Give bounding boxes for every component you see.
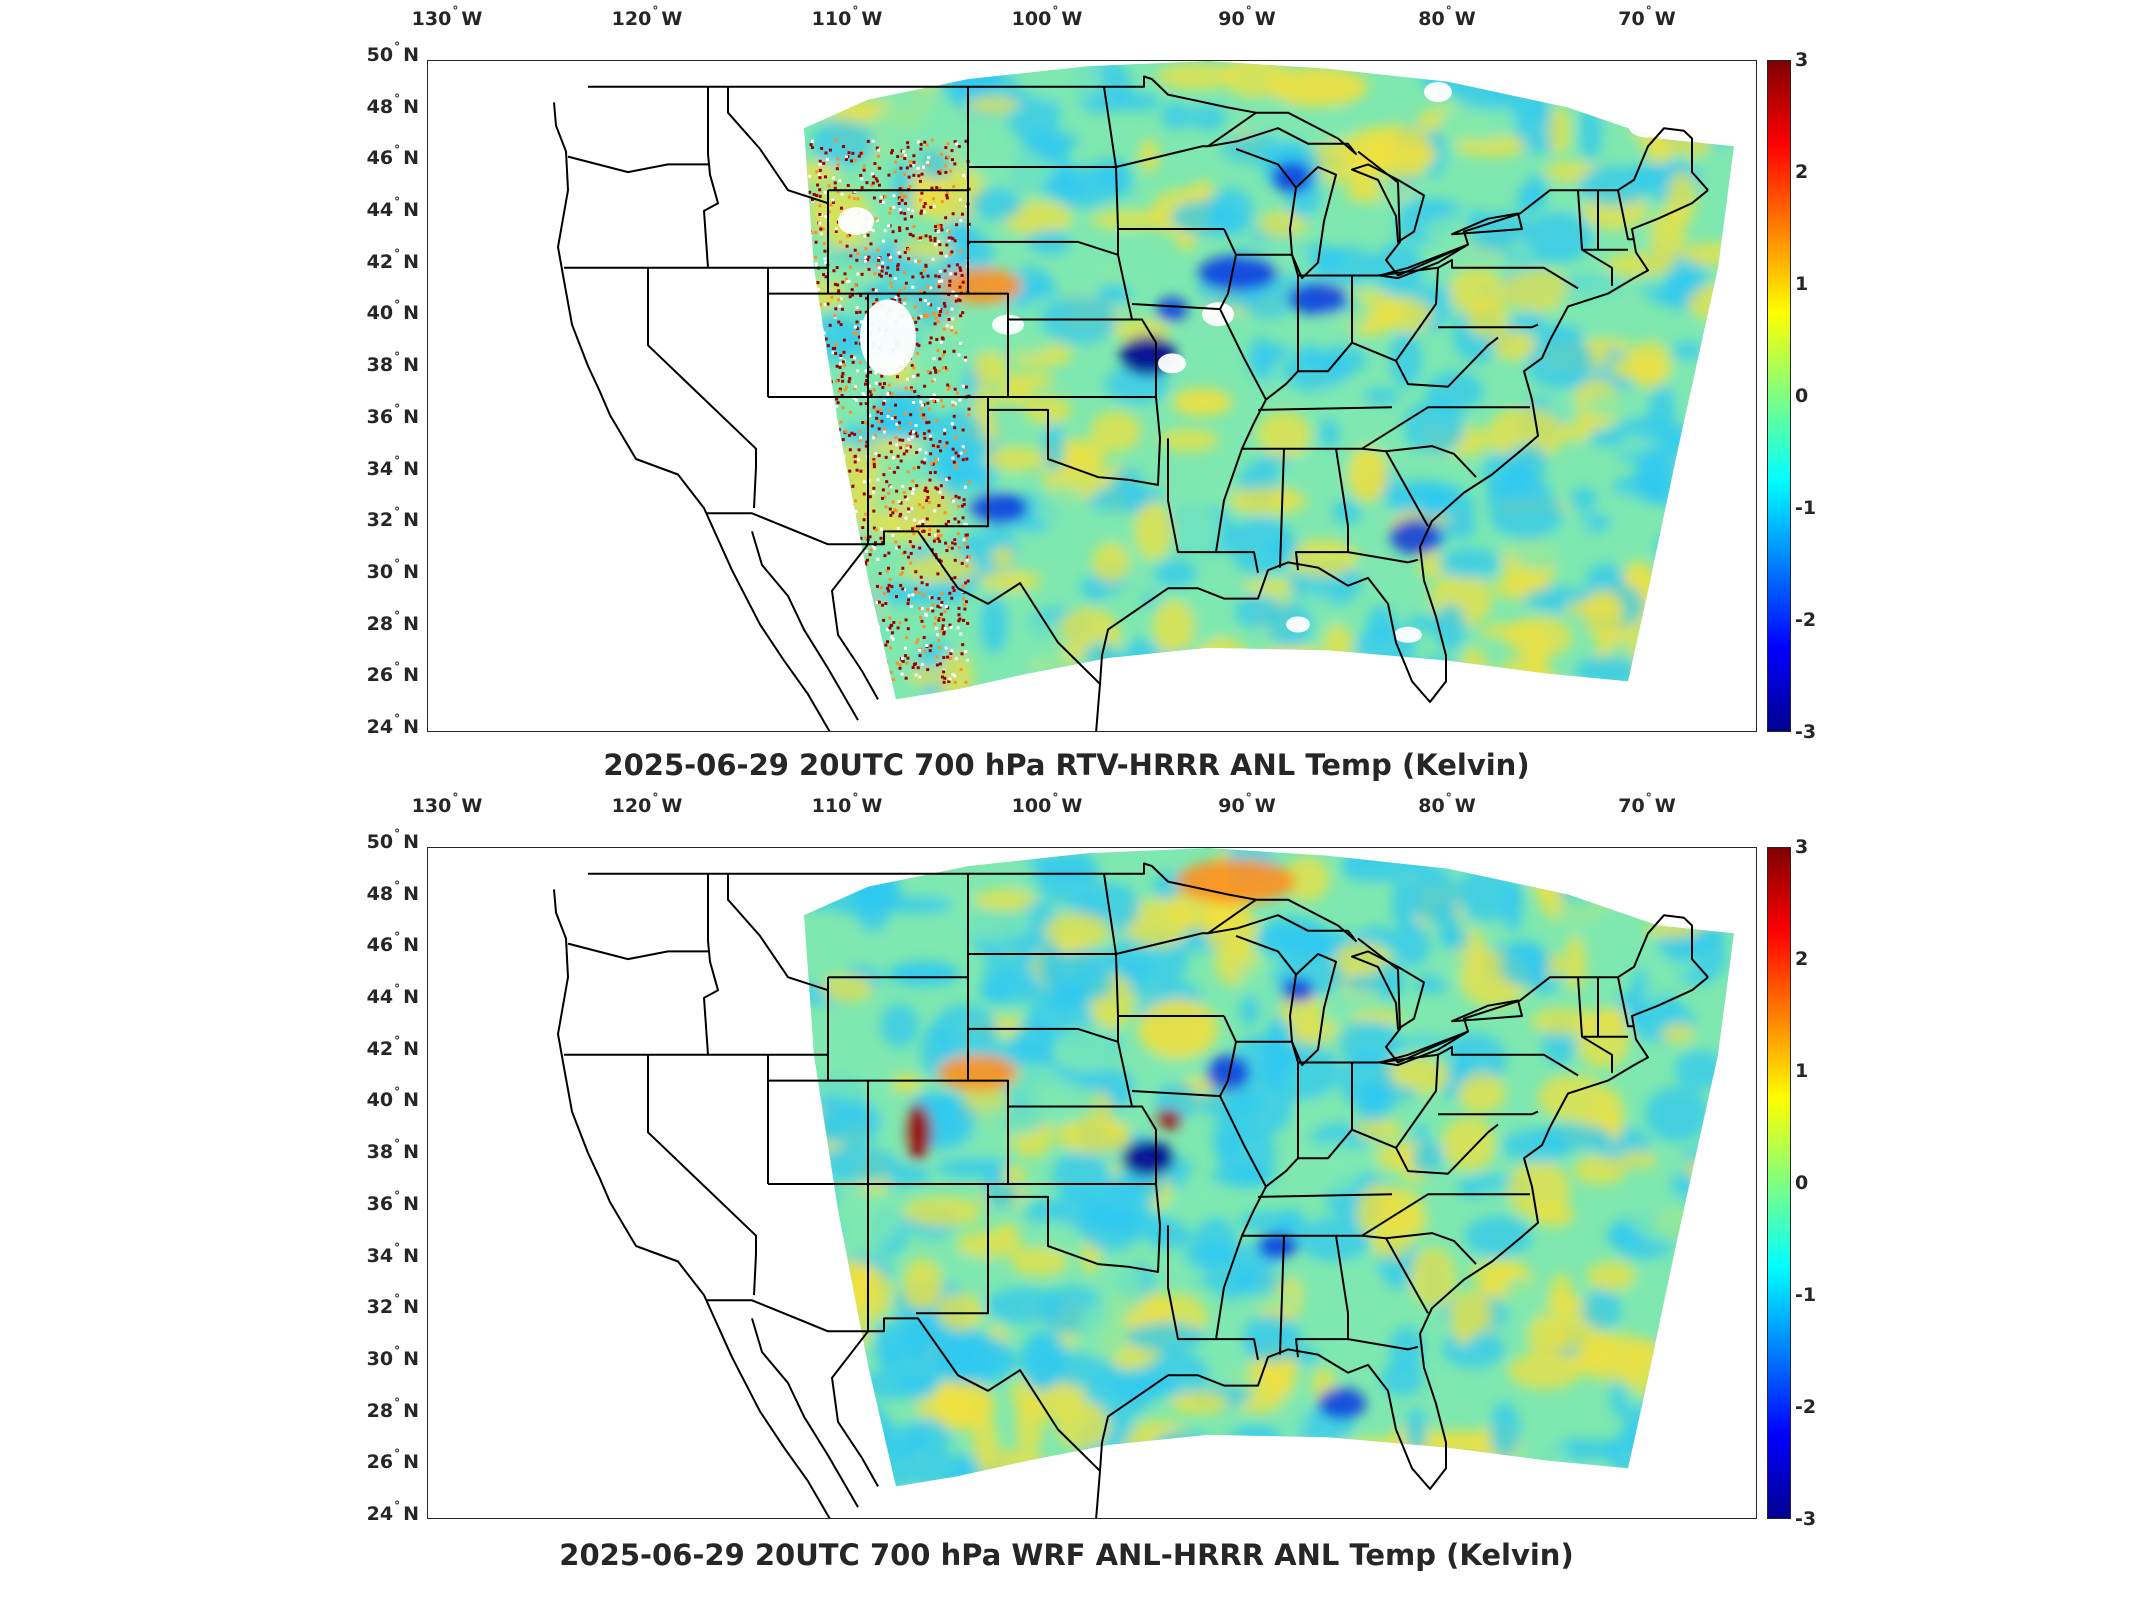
latitude-label: 46° N [366,930,419,957]
map-canvas [553,61,1734,731]
latitude-label: 26° N [366,660,419,687]
map-title: 2025-06-29 20UTC 700 hPa WRF ANL-HRRR AN… [559,1538,1574,1572]
latitude-label: 48° N [366,878,419,905]
colorbar-tick-label: 1 [1795,273,1809,295]
colorbar-tick-label: -2 [1795,609,1817,631]
colorbar-tick-label: 3 [1795,49,1809,71]
longitude-label: 80° W [1418,4,1476,30]
latitude-label: 42° N [366,246,419,273]
latitude-label: 40° N [366,298,419,325]
longitude-label: 70° W [1618,791,1676,817]
latitude-label: 36° N [366,401,419,428]
colorbar-tick-label: -3 [1795,1508,1817,1530]
map-plot-area [427,60,1757,732]
colorbar [1767,847,1791,1519]
longitude-label: 110° W [811,4,883,30]
longitude-label: 130° W [411,4,483,30]
colorbar-tick-label: 2 [1795,161,1809,183]
latitude-label: 34° N [366,1240,419,1267]
latitude-label: 26° N [366,1447,419,1474]
longitude-label: 120° W [611,791,683,817]
colorbar-tick-label: 0 [1795,385,1809,407]
longitude-label: 110° W [811,791,883,817]
latitude-label: 30° N [366,556,419,583]
longitude-label: 80° W [1418,791,1476,817]
colorbar-tick-label: -1 [1795,497,1817,519]
latitude-label: 34° N [366,453,419,480]
latitude-label: 30° N [366,1343,419,1370]
longitude-label: 70° W [1618,4,1676,30]
latitude-label: 46° N [366,143,419,170]
latitude-label: 50° N [366,827,419,853]
colorbar [1767,60,1791,732]
colorbar-tick-label: 2 [1795,948,1809,970]
latitude-label: 36° N [366,1188,419,1215]
map-plot-area [427,847,1757,1519]
map-canvas [553,848,1734,1518]
longitude-label: 90° W [1218,791,1276,817]
latitude-label: 28° N [366,608,419,635]
colorbar-tick-label: 3 [1795,836,1809,858]
map-panel-top: 130° W 120° W 110° W 100° W 90° W 80° W 70° W 50° N 48°… [0,0,2133,790]
latitude-label: 42° N [366,1033,419,1060]
state-boundaries [553,862,1709,1518]
latitude-label: 40° N [366,1085,419,1112]
latitude-label: 48° N [366,91,419,118]
latitude-label: 38° N [366,1137,419,1164]
latitude-label: 32° N [366,505,419,532]
latitude-label: 32° N [366,1292,419,1319]
colorbar-tick-label: -3 [1795,721,1817,743]
map-title: 2025-06-29 20UTC 700 hPa RTV-HRRR ANL Te… [603,748,1530,782]
latitude-label: 28° N [366,1395,419,1422]
colorbar-tick-label: 1 [1795,1060,1809,1082]
longitude-label: 100° W [1011,791,1083,817]
longitude-label: 90° W [1218,4,1276,30]
longitude-label: 100° W [1011,4,1083,30]
colorbar-tick-label: -1 [1795,1284,1817,1306]
latitude-label: 24° N [366,712,419,738]
latitude-label: 38° N [366,350,419,377]
latitude-label: 50° N [366,40,419,66]
latitude-label: 44° N [366,982,419,1009]
colorbar-tick-label: 0 [1795,1172,1809,1194]
colorbar-tick-label: -2 [1795,1396,1817,1418]
latitude-label: 24° N [366,1499,419,1525]
longitude-label: 130° W [411,791,483,817]
map-panel-bottom: 130° W 120° W 110° W 100° W 90° W 80° W 70° W 50° N 48°… [0,790,2133,1600]
state-boundaries [553,75,1709,731]
latitude-label: 44° N [366,195,419,222]
longitude-label: 120° W [611,4,683,30]
